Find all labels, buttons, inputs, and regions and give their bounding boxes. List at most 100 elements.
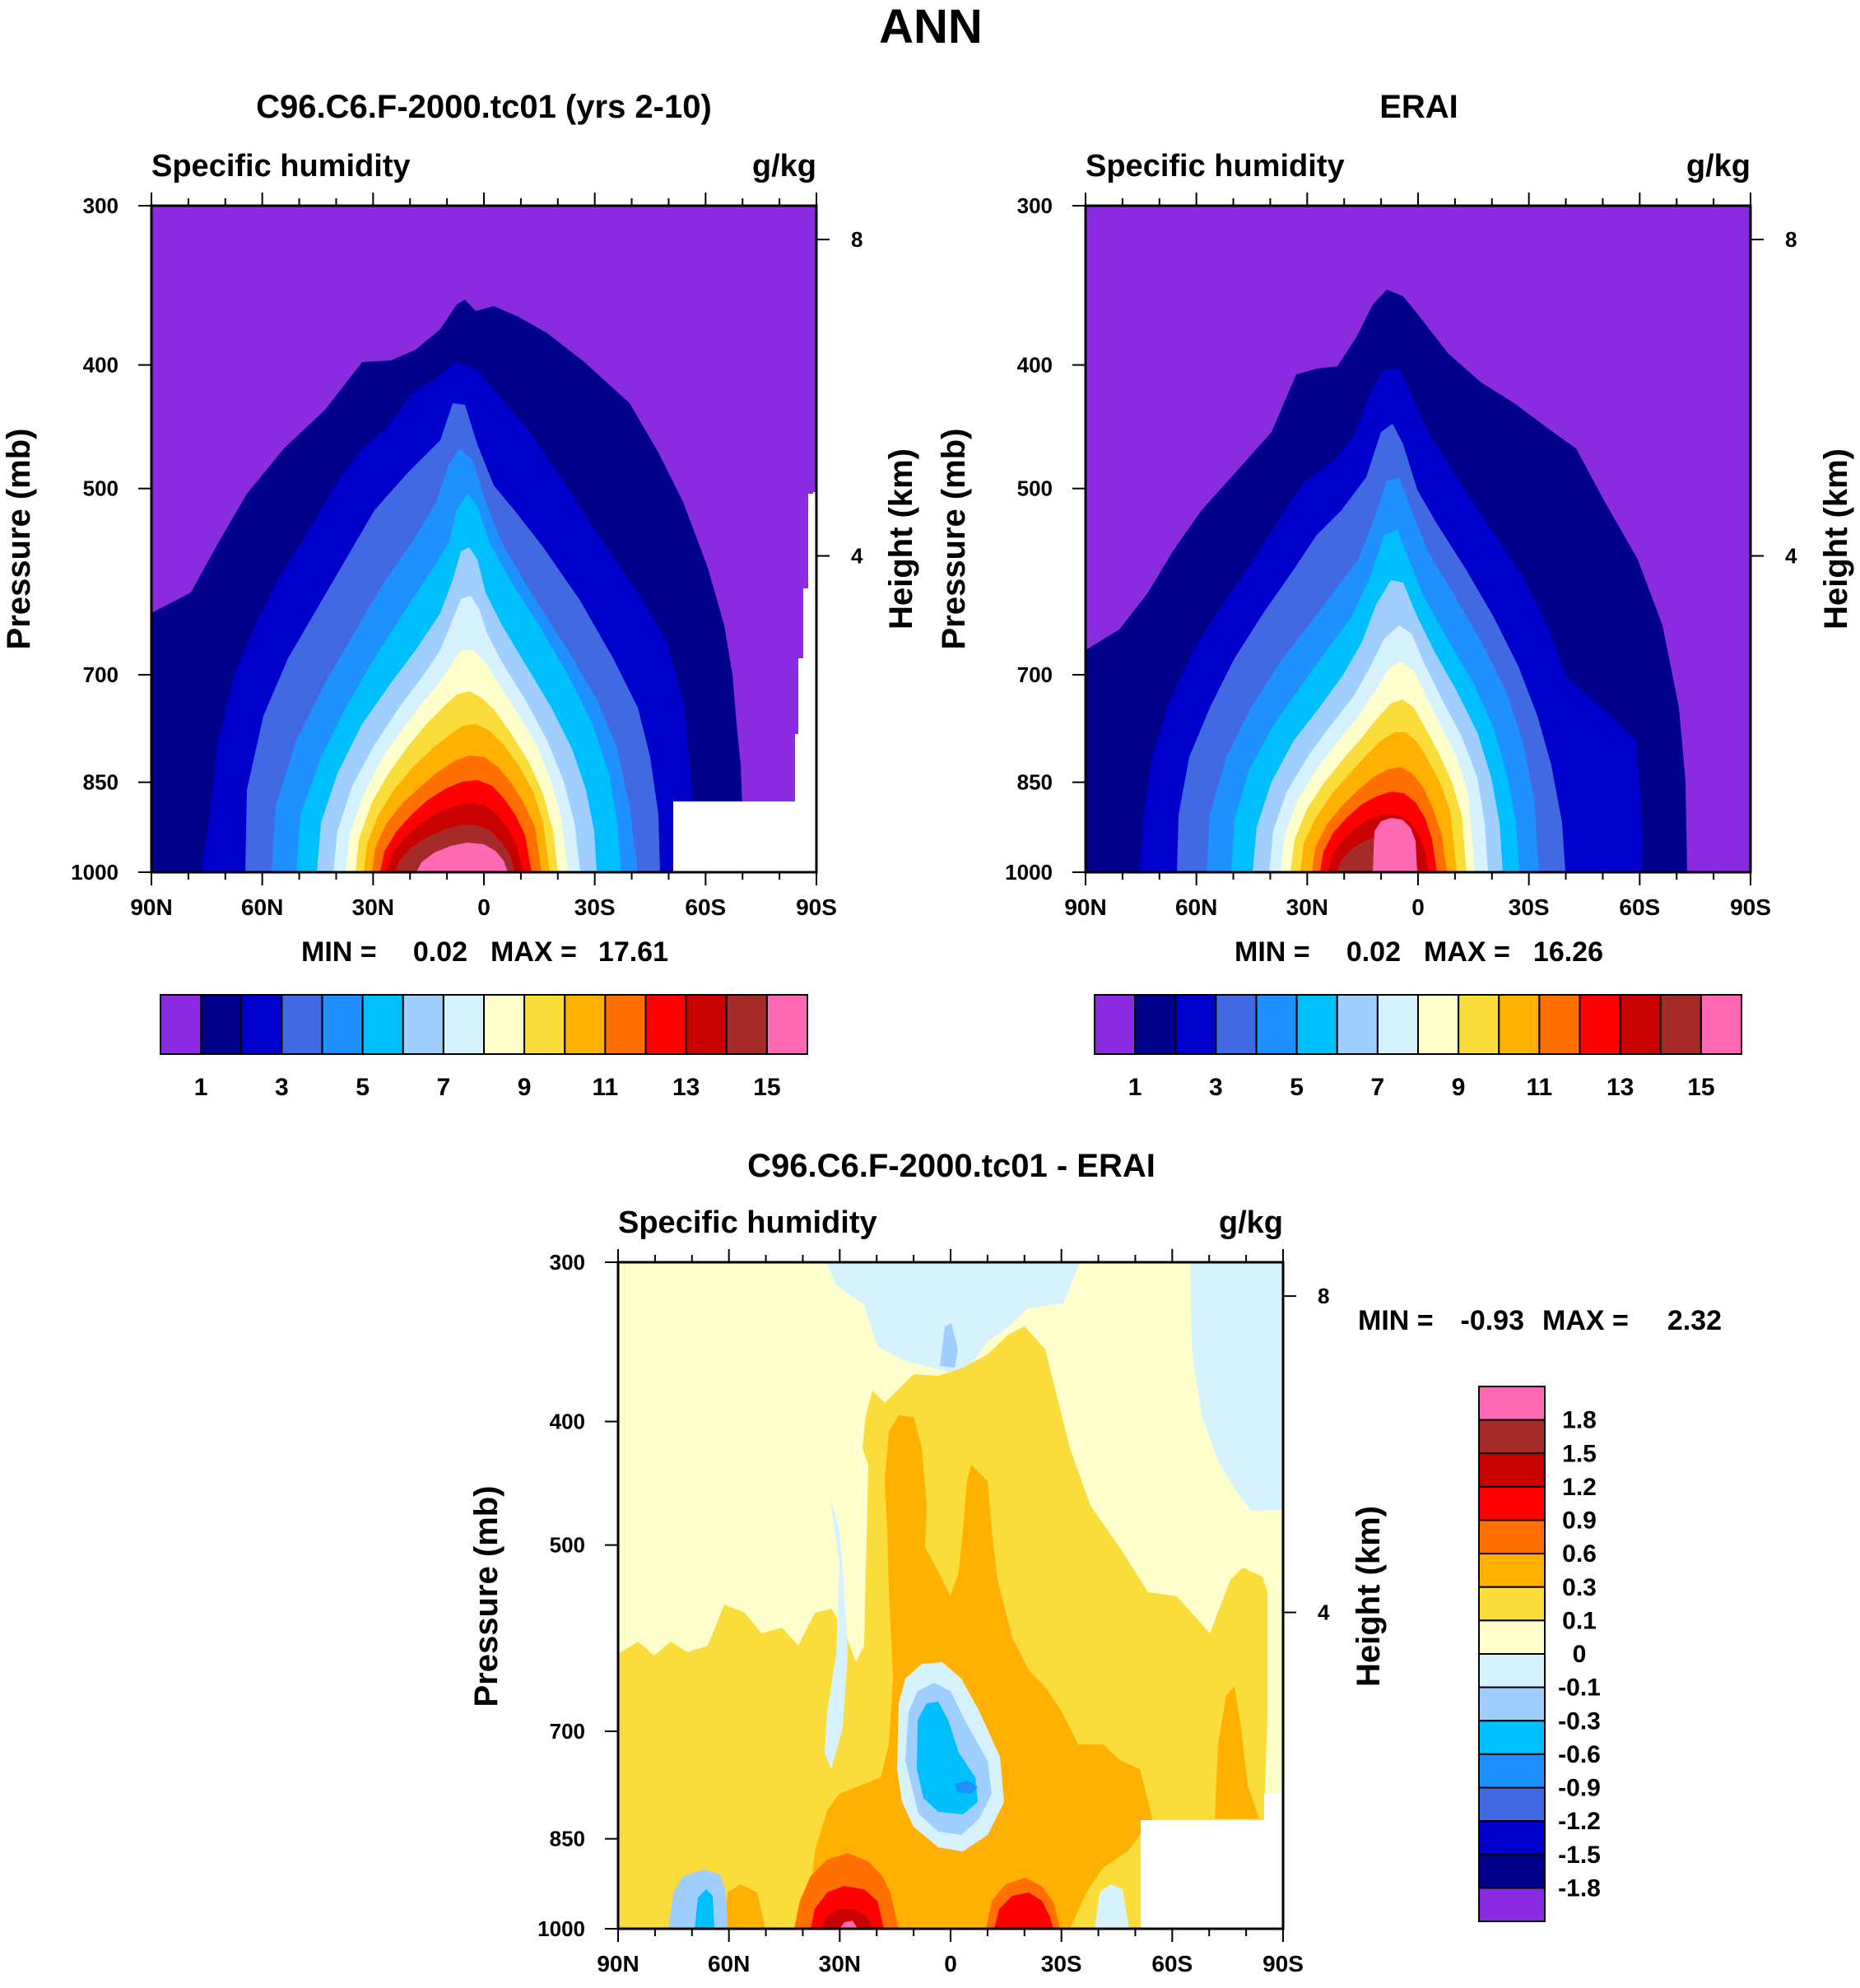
colorbar-box xyxy=(1659,994,1702,1055)
colorbar-box xyxy=(1478,1786,1546,1823)
y-tick-label: 400 xyxy=(83,353,119,378)
x-tick-label: 30S xyxy=(574,894,616,920)
colorbar-model: 1 3 5 7 9 11 13 15 xyxy=(160,994,808,1101)
colorbar-box xyxy=(361,994,404,1055)
y-tick-label: 850 xyxy=(550,1827,585,1851)
x-tick-label: 30S xyxy=(1041,1951,1082,1976)
panel-diff-units: g/kg xyxy=(1219,1205,1283,1240)
colorbar-label: -0.9 xyxy=(1558,1775,1601,1802)
colorbar-label: 0.1 xyxy=(1562,1607,1597,1634)
min-value: 0.02 xyxy=(413,936,467,968)
panel-model-left-label: Specific humidity xyxy=(151,149,411,183)
colorbar-label: 0.9 xyxy=(1562,1507,1597,1535)
colorbar-label: 13 xyxy=(1607,1074,1634,1101)
colorbar-label: 13 xyxy=(672,1074,700,1101)
y2-tick-label: 8 xyxy=(851,227,863,252)
colorbar-label: -1.5 xyxy=(1558,1842,1601,1869)
contour-fill-diff xyxy=(618,1262,1283,1929)
panel-model-title: C96.C6.F-2000.tc01 (yrs 2-10) xyxy=(256,89,712,125)
panel-model: C96.C6.F-2000.tc01 (yrs 2-10) Specific h… xyxy=(1,89,919,1101)
colorbar-label: -1.8 xyxy=(1558,1874,1601,1902)
x-tick-label: 60N xyxy=(1175,894,1217,920)
colorbar-box xyxy=(200,994,243,1055)
x-tick-label: 0 xyxy=(1411,894,1425,920)
axes-obs: 90N 60N 30N 0 30S 60S 90S 300 400 500 700 850 1000 8 4 xyxy=(1005,193,1797,920)
colorbar-label: 5 xyxy=(1290,1074,1304,1101)
contour-fill-obs xyxy=(1086,206,1751,872)
fill-neg-upper-right xyxy=(1190,1262,1283,1511)
x-tick-label: 30N xyxy=(352,894,394,920)
fill-level-15 xyxy=(416,843,508,872)
panel-diff-left-label: Specific humidity xyxy=(618,1205,877,1240)
y-tick-label: 500 xyxy=(550,1533,585,1558)
colorbar-box xyxy=(1295,994,1338,1055)
x-tick-label: 90N xyxy=(130,894,172,920)
colorbar-box xyxy=(1255,994,1298,1055)
y2-tick-label: 8 xyxy=(1318,1284,1329,1308)
contour-fill-model xyxy=(151,206,816,872)
colorbar-label: 9 xyxy=(1452,1074,1466,1101)
colorbar-label: 0.3 xyxy=(1562,1574,1597,1601)
x-tick-label: 60S xyxy=(1151,1951,1193,1976)
y2-tick-label: 4 xyxy=(1318,1600,1330,1625)
colorbar-box xyxy=(765,994,808,1055)
min-label: MIN = xyxy=(301,936,377,968)
minmax-obs: MIN = 0.02 MAX = 16.26 xyxy=(1235,936,1603,968)
colorbar-box xyxy=(1458,994,1500,1055)
x-tick-label: 30S xyxy=(1509,894,1550,920)
colorbar-box xyxy=(281,994,323,1055)
colorbar-box xyxy=(442,994,485,1055)
x-tick-label: 60N xyxy=(708,1951,750,1976)
colorbar-box xyxy=(1478,1519,1546,1555)
fill-orange-right xyxy=(1215,1687,1259,1818)
colorbar-box xyxy=(1215,994,1258,1055)
fill-red-right xyxy=(994,1893,1053,1929)
x-tick-label: 90S xyxy=(1262,1951,1304,1976)
fill-level-15 xyxy=(1373,818,1417,872)
max-value: 16.26 xyxy=(1533,936,1603,968)
y-tick-label: 300 xyxy=(1017,193,1053,218)
colorbar-label: 1.5 xyxy=(1562,1440,1597,1467)
colorbar-box xyxy=(1478,1586,1546,1622)
max-value: 2.32 xyxy=(1667,1305,1722,1336)
colorbar-box xyxy=(644,994,687,1055)
fill-darkred-left xyxy=(821,1909,872,1929)
x-tick-label: 0 xyxy=(944,1951,957,1976)
colorbar-box xyxy=(240,994,283,1055)
y-tick-label: 400 xyxy=(550,1410,585,1434)
y-tick-label: 700 xyxy=(550,1719,585,1744)
x-tick-label: 0 xyxy=(477,894,491,920)
colorbar-box xyxy=(1478,1720,1546,1755)
x-tick-label: 60S xyxy=(685,894,726,920)
y-axis-label-model: Pressure (mb) xyxy=(1,429,37,650)
x-tick-label: 90S xyxy=(796,894,837,920)
colorbar-box xyxy=(1478,1653,1546,1688)
colorbar-box xyxy=(321,994,364,1055)
colorbar-box xyxy=(402,994,444,1055)
fill-orange-center xyxy=(807,1415,1152,1929)
colorbar-diff: 1.8 1.5 1.2 0.9 0.6 0.3 0.1 0 -0.1 -0.3 -0.6 -0.9 -1… xyxy=(1478,1386,1601,1922)
colorbar-label: 15 xyxy=(1687,1074,1714,1101)
y-tick-label: 850 xyxy=(1017,770,1053,795)
x-tick-label: 90N xyxy=(597,1951,639,1976)
max-label: MAX = xyxy=(1424,936,1510,968)
colorbar-label: 5 xyxy=(356,1074,370,1101)
y2-axis-label-model: Height (km) xyxy=(883,448,919,629)
colorbar-label: -1.2 xyxy=(1558,1808,1601,1835)
colorbar-label: 1 xyxy=(1128,1074,1142,1101)
y2-tick-label: 8 xyxy=(1785,227,1797,252)
colorbar-label: 0 xyxy=(1573,1641,1587,1668)
y2-tick-label: 4 xyxy=(1785,544,1797,569)
y2-tick-label: 4 xyxy=(851,544,863,569)
colorbar-label: -0.3 xyxy=(1558,1707,1601,1735)
colorbar-label: 15 xyxy=(753,1074,780,1101)
colorbar-box xyxy=(1478,1753,1546,1789)
colorbar-box xyxy=(1478,1820,1546,1856)
min-value: 0.02 xyxy=(1346,936,1401,968)
colorbar-box xyxy=(1417,994,1460,1055)
y-tick-label: 400 xyxy=(1017,353,1053,378)
max-label: MAX = xyxy=(1542,1305,1629,1336)
colorbar-label: 11 xyxy=(593,1074,619,1101)
colorbar-box xyxy=(1174,994,1217,1055)
